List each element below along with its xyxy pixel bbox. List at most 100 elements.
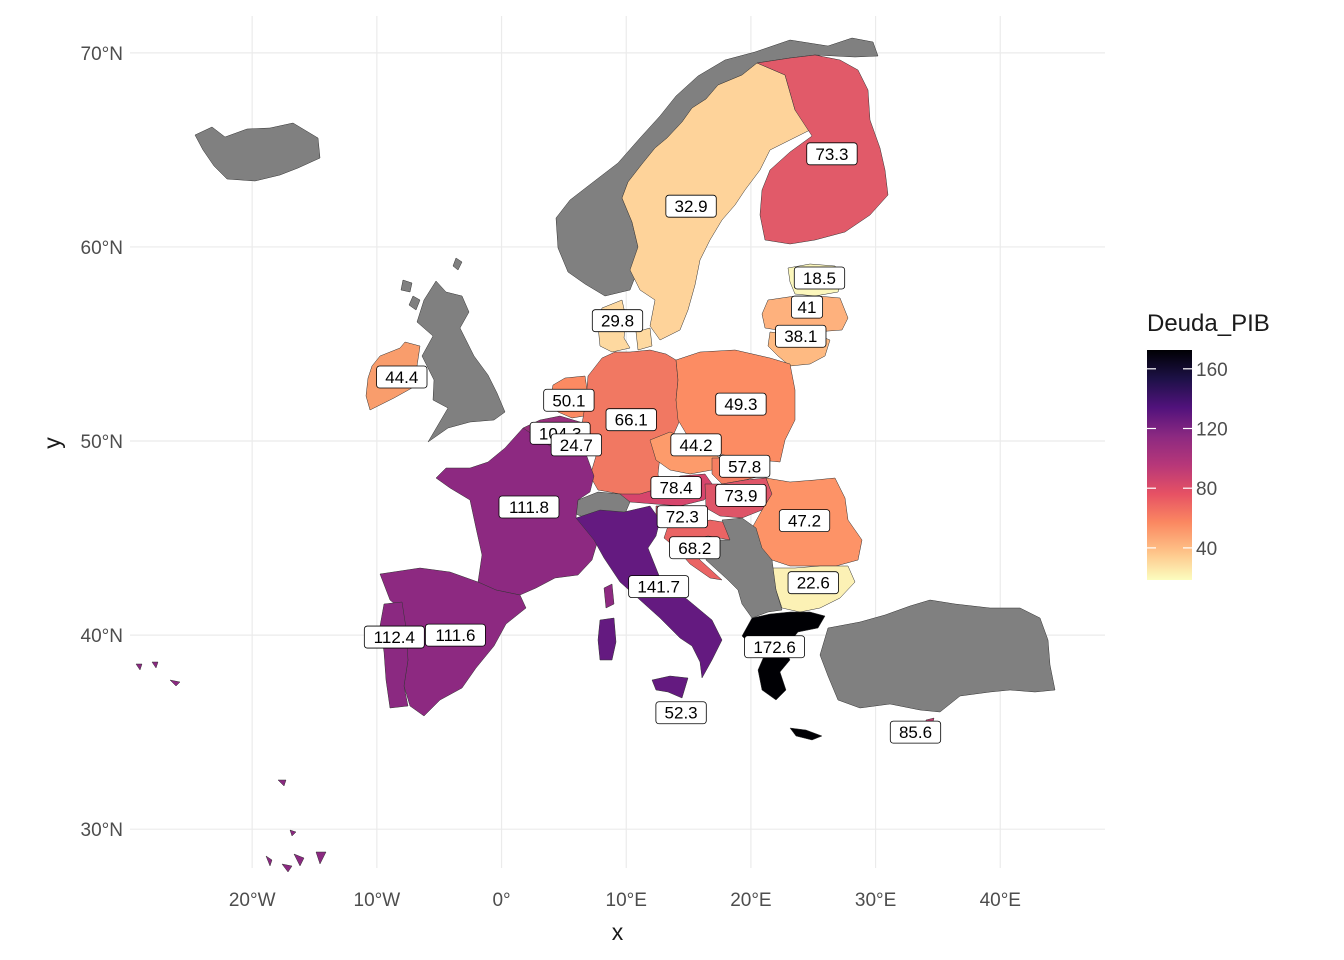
value-label-box	[806, 142, 858, 166]
x-tick-label: 30°E	[855, 890, 896, 911]
value-label-box	[669, 536, 721, 560]
value-label-text: 49.3	[724, 395, 757, 414]
corsica-shape	[603, 583, 615, 609]
value-label-text: 18.5	[803, 269, 836, 288]
legend-colorbar	[1147, 350, 1192, 580]
value-label-box	[605, 408, 657, 432]
value-label-text: 47.2	[788, 512, 821, 531]
value-label-text: 44.4	[385, 368, 418, 387]
x-tick-label: 40°E	[980, 890, 1021, 911]
value-label-box	[787, 571, 839, 595]
value-label-text: 57.8	[728, 457, 761, 476]
value-label-box	[363, 625, 425, 649]
region-value-label: 52.3	[655, 701, 707, 725]
value-label-box	[889, 720, 942, 744]
region-value-label: 49.3	[715, 392, 767, 416]
value-label-box	[550, 433, 602, 457]
value-label-box	[656, 505, 708, 529]
x-tick-label: 0°	[492, 890, 510, 911]
value-label-box	[670, 433, 722, 457]
legend-ticks: 40 80 120 160	[1147, 360, 1228, 560]
region-value-label: 24.7	[550, 433, 602, 457]
region-value-label: 73.3	[806, 142, 858, 166]
region-value-label: 18.5	[793, 266, 846, 290]
region-value-label: 50.1	[543, 388, 595, 412]
y-tick-label: 50°N	[81, 432, 123, 453]
value-label-box	[425, 623, 486, 647]
x-tick-label: 10°W	[354, 890, 401, 911]
value-label-text: 24.7	[560, 436, 593, 455]
value-label-box	[715, 483, 767, 507]
value-label-text: 22.6	[797, 574, 830, 593]
value-label-text: 38.1	[784, 327, 817, 346]
value-label-box	[744, 635, 805, 659]
region-value-label: 41	[791, 295, 824, 319]
region-value-label: 78.4	[650, 476, 702, 500]
region-value-label: 29.8	[591, 309, 644, 333]
value-label-box	[655, 701, 707, 725]
region-value-label: 172.6	[744, 635, 805, 659]
legend-tick-label: 160	[1196, 360, 1228, 381]
value-label-text: 141.7	[637, 578, 680, 597]
x-tick-label: 20°W	[229, 890, 276, 911]
y-tick-label: 30°N	[81, 820, 123, 841]
value-label-box	[650, 476, 702, 500]
region-value-label: 38.1	[775, 324, 827, 348]
value-label-box	[778, 509, 831, 533]
region-value-label: 72.3	[656, 505, 708, 529]
legend-tick-label: 80	[1196, 479, 1217, 500]
value-label-box	[719, 454, 771, 478]
region-value-label: 85.6	[889, 720, 942, 744]
region-value-label: 57.8	[719, 454, 771, 478]
value-label-box	[715, 392, 767, 416]
value-label-text: 32.9	[675, 197, 708, 216]
value-label-text: 52.3	[665, 704, 698, 723]
region-value-label: 111.8	[498, 495, 560, 519]
iceland-shape	[194, 122, 321, 182]
value-label-box	[376, 365, 428, 389]
value-label-text: 68.2	[678, 539, 711, 558]
region-value-label: 22.6	[787, 571, 839, 595]
value-label-text: 78.4	[660, 479, 693, 498]
region-value-label: 44.4	[376, 365, 428, 389]
value-label-text: 29.8	[601, 312, 634, 331]
atlantic-islands-shape	[135, 661, 327, 873]
uk-shape	[416, 280, 506, 443]
region-value-label: 47.2	[778, 509, 831, 533]
value-label-text: 66.1	[615, 411, 648, 430]
value-label-text: 50.1	[552, 391, 585, 410]
y-tick-label: 40°N	[81, 626, 123, 647]
value-label-box	[775, 324, 827, 348]
value-label-text: 172.6	[753, 638, 796, 657]
value-label-text: 41	[798, 298, 817, 317]
x-axis-title: x	[612, 919, 624, 945]
value-label-text: 85.6	[899, 723, 932, 742]
value-label-text: 72.3	[666, 508, 699, 527]
y-tick-label: 70°N	[81, 44, 123, 65]
value-label-box	[665, 194, 717, 218]
region-value-label: 112.4	[363, 625, 425, 649]
legend-tick-label: 40	[1196, 539, 1217, 560]
legend-tick-label: 120	[1196, 420, 1228, 441]
region-value-label: 68.2	[669, 536, 721, 560]
portugal-shape[interactable]	[379, 601, 409, 709]
value-label-box	[791, 295, 824, 319]
value-label-box	[498, 495, 560, 519]
legend-title: Deuda_PIB	[1147, 310, 1270, 337]
value-label-box	[543, 388, 595, 412]
legend: Deuda_PIB 40 80 120 160	[1147, 310, 1270, 580]
sardinia-shape[interactable]	[597, 617, 617, 661]
sicily-shape[interactable]	[651, 675, 689, 699]
y-tick-label: 60°N	[81, 238, 123, 259]
region-value-label: 73.9	[715, 483, 767, 507]
region-value-label: 66.1	[605, 408, 657, 432]
region-value-label: 141.7	[628, 575, 690, 598]
y-axis-title: y	[39, 437, 65, 449]
value-labels: 73.332.918.54138.129.844.450.166.149.310…	[363, 142, 942, 744]
value-label-text: 112.4	[374, 628, 415, 647]
greece-shape[interactable]	[741, 611, 826, 741]
value-label-box	[793, 266, 846, 290]
value-label-box	[591, 309, 644, 333]
value-label-text: 73.9	[724, 486, 757, 505]
